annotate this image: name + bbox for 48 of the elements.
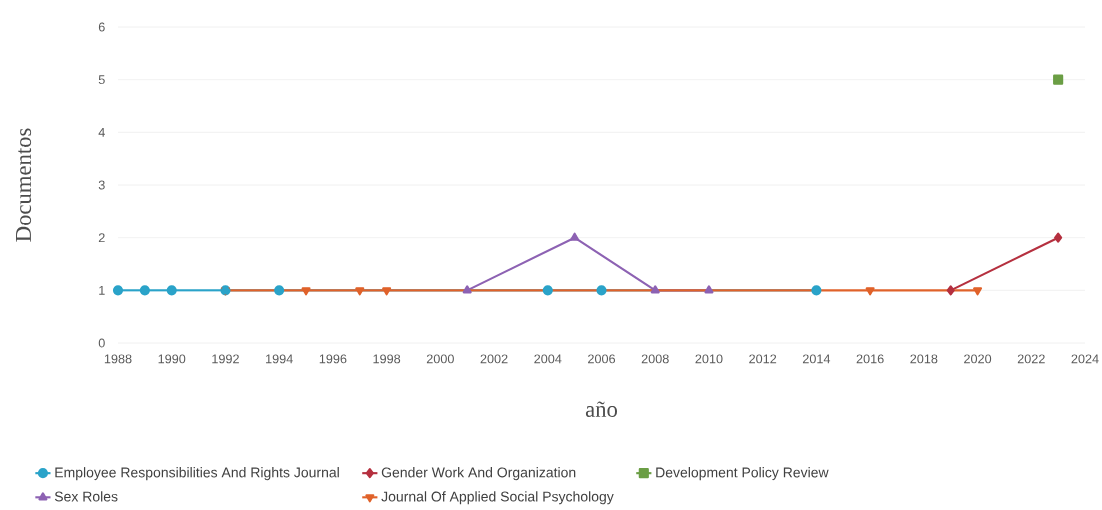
point (166, 285, 177, 296)
y-tick-label: 6 (98, 22, 105, 32)
x-tick-label: 2020 (964, 354, 992, 364)
x-tick-label: 2022 (1017, 354, 1045, 364)
point (112, 285, 124, 296)
point (355, 287, 365, 296)
legend-label: Journal Of Applied Social Psychology (381, 491, 614, 505)
point (542, 285, 553, 296)
x-tick-label: 2006 (588, 354, 616, 364)
legend-label: Sex Roles (54, 491, 118, 502)
x-tick-label: 2012 (749, 354, 777, 364)
y-tick-label: 5 (98, 75, 105, 85)
legend-label: Development Policy Review (656, 467, 829, 481)
y-tick-label: 4 (98, 127, 105, 137)
x-tick-label: 1998 (373, 354, 401, 364)
x-tick-label: 1996 (319, 354, 347, 364)
x-tick-label: 1992 (212, 354, 239, 364)
x-tick-label: 2000 (426, 354, 454, 364)
point (139, 285, 150, 296)
point (301, 287, 311, 296)
point (382, 287, 392, 296)
point (865, 287, 875, 296)
x-axis-title: año (585, 401, 618, 417)
x-tick-label: 2004 (534, 354, 562, 364)
legend-label: Employee Responsibilities And Rights Journal (55, 467, 339, 481)
y-tick-label: 3 (98, 180, 105, 190)
x-tick-label: 2002 (480, 354, 508, 364)
y-tick-label: 1 (99, 285, 105, 295)
x-tick-label: 2016 (856, 354, 884, 364)
x-tick-label: 1994 (266, 354, 293, 364)
y-tick-label: 0 (98, 338, 105, 348)
x-tick-label: 2024 (1071, 354, 1099, 364)
point (811, 285, 822, 296)
x-tick-label: 2008 (641, 354, 669, 364)
x-tick-label: 1990 (158, 354, 186, 364)
x-tick-label: 1988 (104, 354, 132, 364)
x-tick-label: 2010 (695, 354, 723, 364)
y-tick-label: 2 (98, 233, 105, 243)
point (274, 285, 285, 296)
point (570, 232, 580, 241)
point (596, 285, 607, 296)
point (973, 287, 983, 296)
y-axis-title: Documentos (16, 128, 32, 242)
legend-label: Gender Work And Organization (381, 467, 576, 481)
x-tick-label: 2018 (910, 354, 938, 364)
point (946, 285, 955, 296)
x-tick-label: 2014 (802, 354, 831, 364)
point (1054, 232, 1063, 243)
